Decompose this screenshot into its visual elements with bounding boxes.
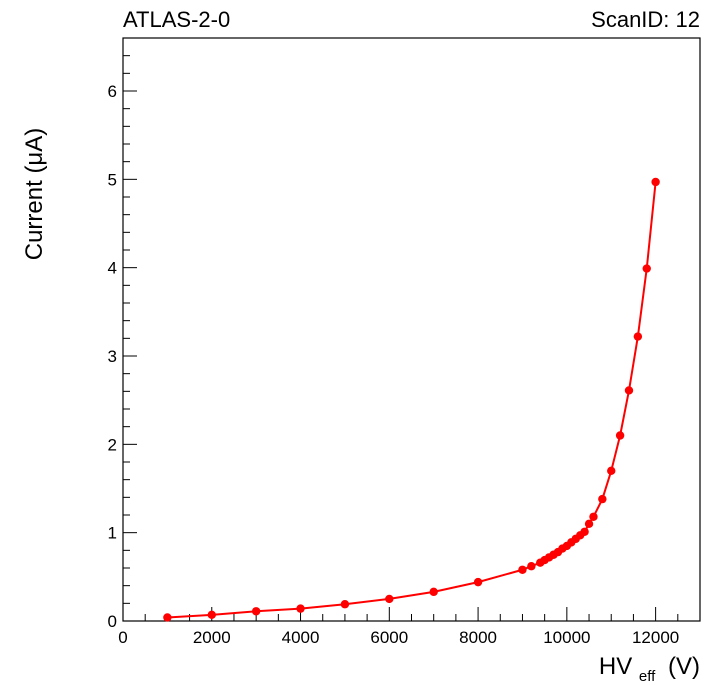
data-point bbox=[518, 565, 527, 574]
data-point bbox=[207, 610, 216, 620]
data-point bbox=[429, 587, 438, 597]
data-point bbox=[633, 332, 643, 341]
data-point bbox=[473, 577, 483, 587]
x-tick-label: 2000 bbox=[193, 628, 231, 647]
x-tick-label: 10000 bbox=[543, 628, 590, 647]
data-point bbox=[340, 600, 350, 609]
data-point bbox=[598, 494, 607, 504]
data-point bbox=[589, 512, 598, 521]
x-tick-label: 6000 bbox=[370, 628, 408, 647]
x-tick-label: 4000 bbox=[282, 628, 320, 647]
chart-title-left: ATLAS-2-0 bbox=[123, 7, 230, 32]
y-tick-label: 4 bbox=[108, 259, 117, 278]
x-axis-label-main: HV bbox=[599, 653, 632, 680]
data-point bbox=[642, 264, 651, 273]
x-axis-label: HV eff (V) bbox=[599, 653, 700, 685]
y-tick-label: 0 bbox=[108, 612, 117, 631]
chart-title-right: ScanID: 12 bbox=[591, 7, 700, 32]
series-line bbox=[167, 181, 657, 619]
data-point bbox=[624, 386, 634, 395]
x-axis-label-unit: (V) bbox=[668, 653, 700, 680]
series-layer bbox=[163, 177, 660, 622]
x-axis: 0 2000 4000 6000 8000 10000 12000 bbox=[118, 607, 701, 647]
data-point bbox=[607, 466, 616, 476]
data-point bbox=[584, 519, 594, 529]
data-point bbox=[385, 594, 394, 604]
data-point bbox=[651, 177, 660, 187]
plot-frame bbox=[122, 37, 701, 622]
data-point bbox=[580, 527, 589, 536]
y-tick-label: 2 bbox=[108, 435, 117, 454]
y-axis: 0 1 2 3 4 5 6 bbox=[108, 37, 137, 631]
data-point bbox=[251, 607, 261, 616]
y-axis-label: Current (μA) bbox=[21, 128, 48, 261]
y-tick-label: 6 bbox=[108, 82, 117, 101]
y-tick-label: 5 bbox=[108, 170, 117, 189]
data-point bbox=[615, 431, 625, 440]
x-axis-label-subscript: eff bbox=[639, 668, 656, 685]
x-tick-label: 0 bbox=[118, 628, 127, 647]
data-point bbox=[527, 562, 536, 571]
x-tick-label: 12000 bbox=[632, 628, 679, 647]
y-tick-label: 1 bbox=[108, 524, 117, 543]
data-point bbox=[296, 604, 305, 613]
y-tick-label: 3 bbox=[108, 347, 117, 366]
data-point bbox=[163, 613, 172, 622]
x-tick-label: 8000 bbox=[459, 628, 497, 647]
plot-area-frame bbox=[122, 37, 701, 622]
